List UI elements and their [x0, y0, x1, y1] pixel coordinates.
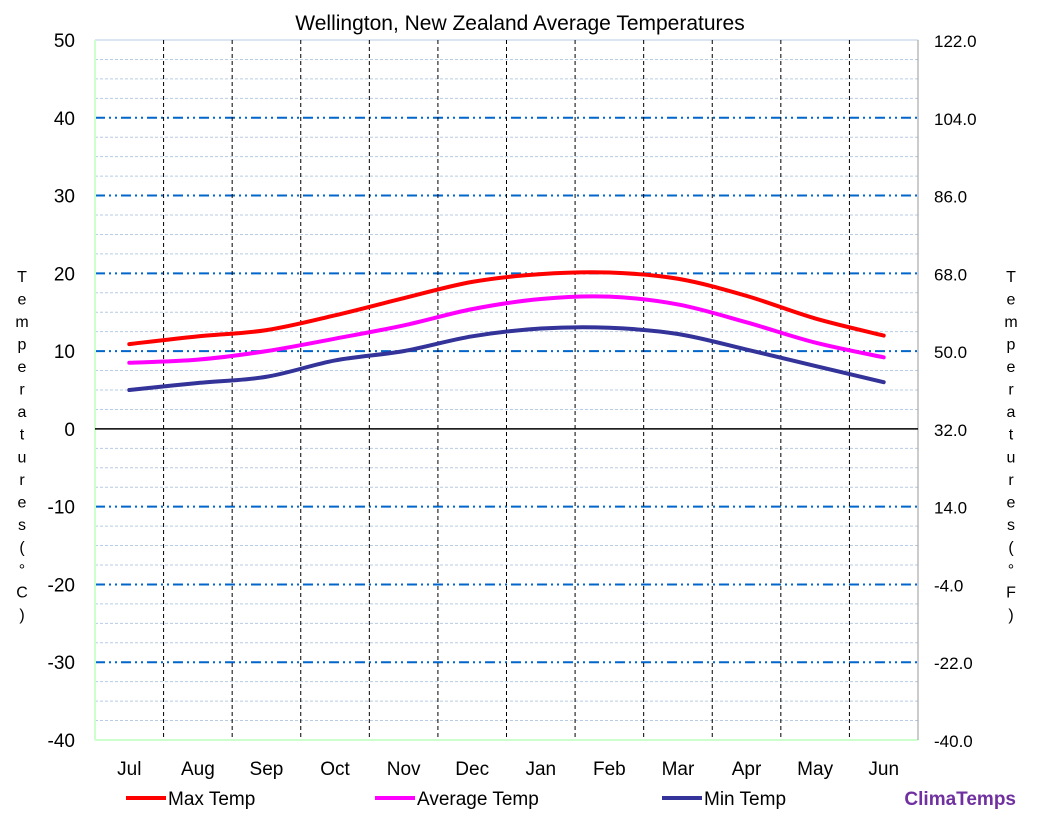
x-tick-label: Jul	[117, 759, 141, 780]
y-axis-title-right: (	[1008, 539, 1014, 556]
y-axis-title-left: t	[20, 427, 25, 444]
x-tick-label: May	[797, 759, 833, 780]
y-axis-title-right: )	[1008, 607, 1013, 624]
y-axis-title-left: )	[19, 607, 24, 624]
y-axis-title-left: e	[18, 494, 27, 511]
y-tick-label-right: 122.0	[934, 32, 977, 51]
y-axis-title-left: r	[19, 472, 25, 489]
x-tick-label: Nov	[387, 759, 421, 780]
y-axis-title-left: a	[18, 404, 27, 421]
y-axis-title-right: T	[1006, 269, 1016, 286]
y-axis-title-left: s	[18, 517, 26, 534]
x-tick-label: Apr	[732, 759, 762, 780]
y-axis-title-left: u	[18, 449, 27, 466]
y-tick-label-left: 10	[54, 342, 75, 363]
y-tick-label-right: 14.0	[934, 499, 967, 518]
y-tick-label-left: 40	[54, 109, 75, 130]
y-axis-title-left: T	[17, 269, 27, 286]
y-axis-title-left: e	[18, 359, 27, 376]
y-axis-title-right: r	[1008, 382, 1014, 399]
y-axis-title-left: p	[18, 337, 27, 354]
y-tick-label-right: 50.0	[934, 343, 967, 362]
y-axis-title-left: °	[19, 562, 25, 579]
y-axis-title-right: e	[1007, 292, 1016, 309]
y-axis-title-left: r	[19, 382, 25, 399]
y-axis-title-left: C	[16, 584, 28, 601]
y-axis-title-right: e	[1007, 494, 1016, 511]
y-axis-title-right: p	[1007, 337, 1016, 354]
y-tick-label-right: -40.0	[934, 732, 973, 751]
y-tick-label-left: -40	[48, 731, 75, 752]
y-tick-label-left: -20	[48, 575, 75, 596]
y-tick-label-left: -10	[48, 498, 75, 519]
y-tick-label-right: 32.0	[934, 421, 967, 440]
chart-title: Wellington, New Zealand Average Temperat…	[295, 12, 744, 35]
y-tick-label-right: 68.0	[934, 265, 967, 284]
x-tick-label: Feb	[593, 759, 626, 780]
y-axis-title-right: m	[1004, 314, 1017, 331]
y-axis-title-left: (	[19, 539, 25, 556]
x-tick-label: Jun	[868, 759, 899, 780]
x-tick-label: Jan	[525, 759, 556, 780]
legend-label: Min Temp	[704, 789, 786, 810]
y-axis-title-right: e	[1007, 359, 1016, 376]
y-tick-label-left: 30	[54, 187, 75, 208]
y-axis-title-right: a	[1007, 404, 1016, 421]
y-axis-title-left: e	[18, 292, 27, 309]
x-tick-label: Dec	[455, 759, 489, 780]
y-tick-label-right: 86.0	[934, 188, 967, 207]
legend-label: Max Temp	[168, 789, 255, 810]
y-tick-label-right: 104.0	[934, 110, 977, 129]
climatemps-logo: ClimaTemps	[904, 789, 1016, 810]
y-axis-title-right: F	[1006, 584, 1016, 601]
x-tick-label: Aug	[181, 759, 215, 780]
x-tick-label: Oct	[320, 759, 350, 780]
y-tick-label-left: 0	[64, 420, 75, 441]
x-tick-label: Sep	[250, 759, 284, 780]
y-tick-label-left: 20	[54, 264, 75, 285]
y-axis-title-right: s	[1007, 517, 1015, 534]
y-tick-label-left: -30	[48, 653, 75, 674]
y-axis-title-right: u	[1007, 449, 1016, 466]
legend-label: Average Temp	[417, 789, 539, 810]
y-axis-title-right: r	[1008, 472, 1014, 489]
y-axis-title-right: t	[1009, 427, 1014, 444]
y-axis-title-right: °	[1008, 562, 1014, 579]
y-tick-label-right: -22.0	[934, 654, 973, 673]
x-tick-label: Mar	[662, 759, 695, 780]
y-tick-label-left: 50	[54, 31, 75, 52]
y-axis-title-left: m	[15, 314, 28, 331]
y-tick-label-right: -4.0	[934, 576, 963, 595]
